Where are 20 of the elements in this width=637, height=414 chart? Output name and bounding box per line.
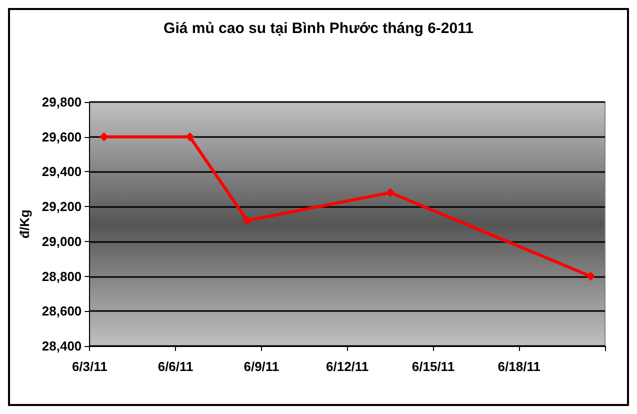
y-axis-title: đ/Kg	[17, 210, 32, 238]
point	[242, 216, 252, 226]
y-tick-label: 29,000	[42, 234, 82, 249]
x-tick-label: 6/6/11	[158, 359, 194, 374]
chart-title: Giá mủ cao su tại Bình Phước tháng 6-2011	[164, 20, 474, 37]
y-tick-label: 29,400	[42, 164, 82, 180]
y-tick-label: 28,600	[42, 304, 82, 319]
x-tick-label: 6/12/11	[326, 359, 369, 374]
x-tick-label: 6/3/11	[72, 359, 108, 374]
y-tick-label: 28,800	[42, 268, 82, 284]
x-tick-label: 6/9/11	[244, 359, 280, 374]
y-tick-label: 29,600	[42, 129, 82, 144]
point	[386, 188, 395, 198]
y-tick-label: 28,400	[42, 338, 82, 354]
y-tick-label: 29,800	[42, 94, 82, 110]
y-tick-label: 29,200	[42, 199, 82, 214]
x-tick-label: 6/18/11	[498, 359, 540, 374]
point	[586, 272, 596, 281]
x-tick-label: 6/15/11	[412, 359, 455, 374]
point	[99, 132, 108, 142]
